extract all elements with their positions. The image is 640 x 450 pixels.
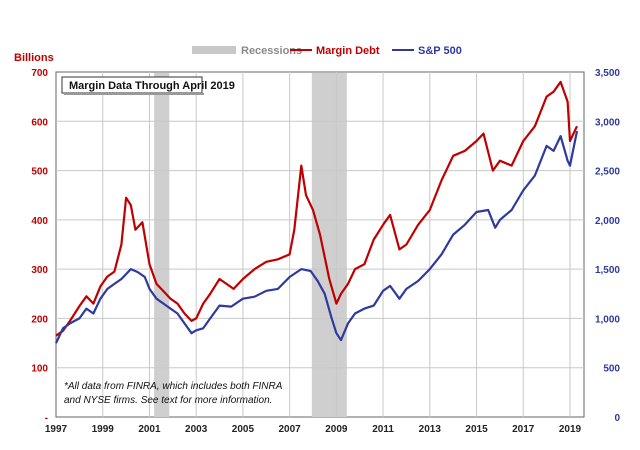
x-tick-label: 2009	[325, 424, 348, 435]
x-tick-label: 2013	[419, 424, 442, 435]
x-tick-label: 1999	[92, 424, 115, 435]
right-tick-label: 500	[603, 364, 620, 375]
left-axis-label: Billions	[14, 52, 54, 64]
left-axis: - 100 200 300 400 500 600 700	[31, 68, 48, 424]
left-tick-label: 200	[31, 314, 48, 325]
right-tick-label: 1,500	[595, 265, 620, 276]
title-box: Margin Data Through April 2019	[61, 76, 235, 95]
left-tick-label: -	[45, 413, 48, 424]
footnote-line-2: and NYSE firms. See text for more inform…	[64, 395, 272, 406]
title-box-shadow	[64, 93, 204, 95]
x-tick-label: 2015	[465, 424, 488, 435]
series-group	[55, 80, 579, 344]
x-tick-label: 2003	[185, 424, 208, 435]
x-axis: 1997 1999 2001 2003 2005 2007 2009 2011 2013 2015…	[45, 424, 582, 435]
recession-band-0	[154, 73, 170, 417]
recession-band-1	[311, 73, 347, 417]
right-axis: 0 500 1,000 1,500 2,000 2,500 3,000 3,500	[595, 68, 620, 424]
series-line-margin-debt	[55, 80, 578, 337]
legend: Recessions Margin Debt S&P 500	[192, 45, 462, 57]
left-tick-label: 700	[31, 68, 48, 79]
series-line-sp500	[55, 130, 579, 344]
left-tick-label: 400	[31, 216, 48, 227]
x-tick-label: 2011	[372, 424, 394, 435]
chart-title: Margin Data Through April 2019	[69, 80, 235, 92]
right-tick-label: 0	[614, 413, 620, 424]
right-tick-label: 3,000	[595, 117, 620, 128]
x-tick-label: 2005	[232, 424, 255, 435]
left-tick-label: 500	[31, 167, 48, 178]
grid	[56, 72, 584, 417]
x-tick-label: 2019	[559, 424, 582, 435]
footnote-line-1: *All data from FINRA, which includes bot…	[64, 381, 283, 392]
legend-label-recessions: Recessions	[241, 45, 302, 57]
left-tick-label: 600	[31, 117, 48, 128]
right-tick-label: 3,500	[595, 68, 620, 79]
right-tick-label: 2,500	[595, 167, 620, 178]
legend-swatch-recessions	[192, 46, 236, 54]
legend-label-sp500: S&P 500	[418, 45, 462, 57]
x-tick-label: 2007	[279, 424, 302, 435]
recession-bands	[154, 73, 347, 417]
left-tick-label: 100	[31, 364, 48, 375]
legend-label-margin-debt: Margin Debt	[316, 45, 380, 57]
x-tick-label: 2017	[512, 424, 535, 435]
right-tick-label: 1,000	[595, 314, 620, 325]
x-tick-label: 1997	[45, 424, 68, 435]
left-tick-label: 300	[31, 265, 48, 276]
right-tick-label: 2,000	[595, 216, 620, 227]
x-tick-label: 2001	[138, 424, 161, 435]
